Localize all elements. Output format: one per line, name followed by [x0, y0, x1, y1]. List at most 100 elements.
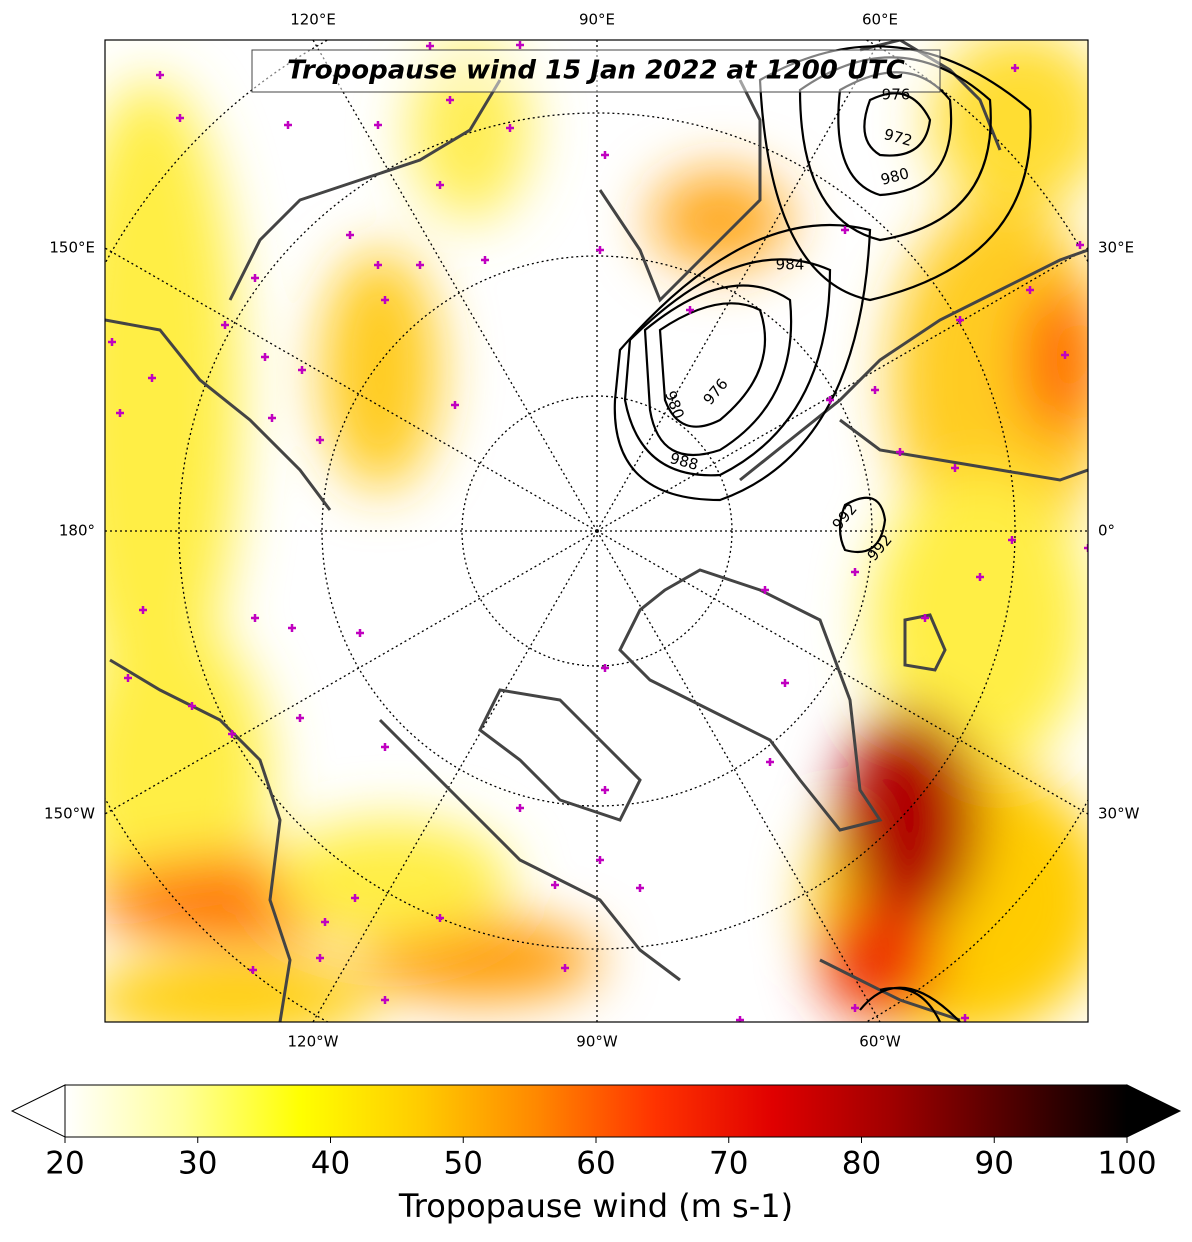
station-marker	[481, 256, 489, 264]
station-marker	[1011, 64, 1019, 72]
colorbar-label: Tropopause wind (m s-1)	[398, 1187, 793, 1225]
contour-label: 984	[776, 256, 805, 274]
station-marker	[374, 121, 382, 129]
station-marker	[416, 261, 424, 269]
station-marker	[298, 366, 306, 374]
map-frame	[104, 39, 1089, 1023]
colorbar-under-arrow	[10, 1084, 66, 1138]
station-marker	[381, 296, 389, 304]
station-marker	[446, 96, 454, 104]
station-marker	[601, 786, 609, 794]
station-marker	[551, 881, 559, 889]
pressure-contours	[613, 45, 1032, 1022]
station-marker	[284, 121, 292, 129]
colorbar	[10, 1084, 1182, 1138]
longitude-label: 60°W	[859, 1033, 901, 1051]
station-marker	[596, 856, 604, 864]
colorbar-over-arrow	[1126, 1084, 1182, 1138]
station-marker	[596, 246, 604, 254]
station-marker	[1061, 351, 1069, 359]
station-marker	[156, 71, 164, 79]
longitude-label: 150°W	[44, 805, 95, 823]
station-marker	[251, 274, 259, 282]
station-marker	[686, 306, 694, 314]
station-marker	[871, 386, 879, 394]
station-marker	[921, 614, 929, 622]
coastlines	[105, 40, 1088, 1022]
colorbar-tick-label: 100	[1097, 1146, 1156, 1182]
station-marker	[426, 42, 434, 50]
colorbar-tick-label: 90	[975, 1146, 1014, 1182]
colorbar-tick-label: 20	[45, 1146, 84, 1182]
map-title: Tropopause wind 15 Jan 2022 at 1200 UTC	[287, 56, 905, 86]
station-marker	[766, 758, 774, 766]
graticule	[105, 40, 1088, 1022]
station-marker	[188, 702, 196, 710]
station-marker	[346, 231, 354, 239]
station-marker	[761, 586, 769, 594]
station-marker	[451, 401, 459, 409]
colorbar-tick-label: 30	[178, 1146, 217, 1182]
station-marker	[249, 966, 257, 974]
station-marker	[956, 316, 964, 324]
station-marker	[108, 338, 116, 346]
colorbar-tick-label: 80	[842, 1146, 881, 1182]
station-marker	[516, 804, 524, 812]
station-marker	[381, 996, 389, 1004]
colorbar-tick-label: 50	[444, 1146, 483, 1182]
station-marker	[116, 409, 124, 417]
longitude-label: 120°W	[288, 1033, 339, 1051]
station-marker	[506, 124, 514, 132]
station-marker	[841, 226, 849, 234]
station-marker	[228, 730, 236, 738]
colorbar-body	[64, 1084, 1128, 1138]
longitude-label: 0°	[1098, 522, 1115, 540]
station-marker	[251, 614, 259, 622]
colorbar-tick-label: 40	[311, 1146, 350, 1182]
station-marker	[139, 606, 147, 614]
station-marker	[851, 568, 859, 576]
colorbar-tick-label: 70	[709, 1146, 748, 1182]
station-marker	[321, 918, 329, 926]
colorbar-tick-label: 60	[576, 1146, 615, 1182]
station-marker	[356, 629, 364, 637]
station-marker	[961, 1014, 969, 1022]
station-marker	[1084, 544, 1088, 552]
station-marker	[851, 1004, 859, 1012]
station-marker	[351, 894, 359, 902]
station-marker	[1076, 241, 1084, 249]
station-marker	[976, 573, 984, 581]
longitude-label: 120°E	[290, 11, 336, 29]
station-marker	[781, 679, 789, 687]
station-marker	[736, 1016, 744, 1022]
station-marker	[561, 964, 569, 972]
station-marker	[288, 624, 296, 632]
longitude-label: 60°E	[862, 11, 898, 29]
station-marker	[896, 448, 904, 456]
contour-label: 976	[882, 86, 911, 104]
station-marker	[516, 41, 524, 49]
station-marker	[221, 321, 229, 329]
longitude-label: 90°E	[579, 11, 615, 29]
station-marker	[296, 714, 304, 722]
longitude-label: 180°	[59, 522, 95, 540]
station-markers	[108, 41, 1088, 1022]
station-marker	[261, 353, 269, 361]
longitude-label: 30°W	[1098, 805, 1140, 823]
map-area	[105, 40, 1088, 1022]
station-marker	[176, 114, 184, 122]
title-box	[251, 49, 941, 93]
station-marker	[316, 954, 324, 962]
station-marker	[436, 181, 444, 189]
station-marker	[124, 674, 132, 682]
station-marker	[316, 436, 324, 444]
station-marker	[601, 664, 609, 672]
station-marker	[1008, 536, 1016, 544]
longitude-label: 150°E	[49, 239, 95, 257]
station-marker	[381, 743, 389, 751]
station-marker	[268, 414, 276, 422]
station-marker	[148, 374, 156, 382]
longitude-label: 30°E	[1098, 239, 1134, 257]
station-marker	[374, 261, 382, 269]
